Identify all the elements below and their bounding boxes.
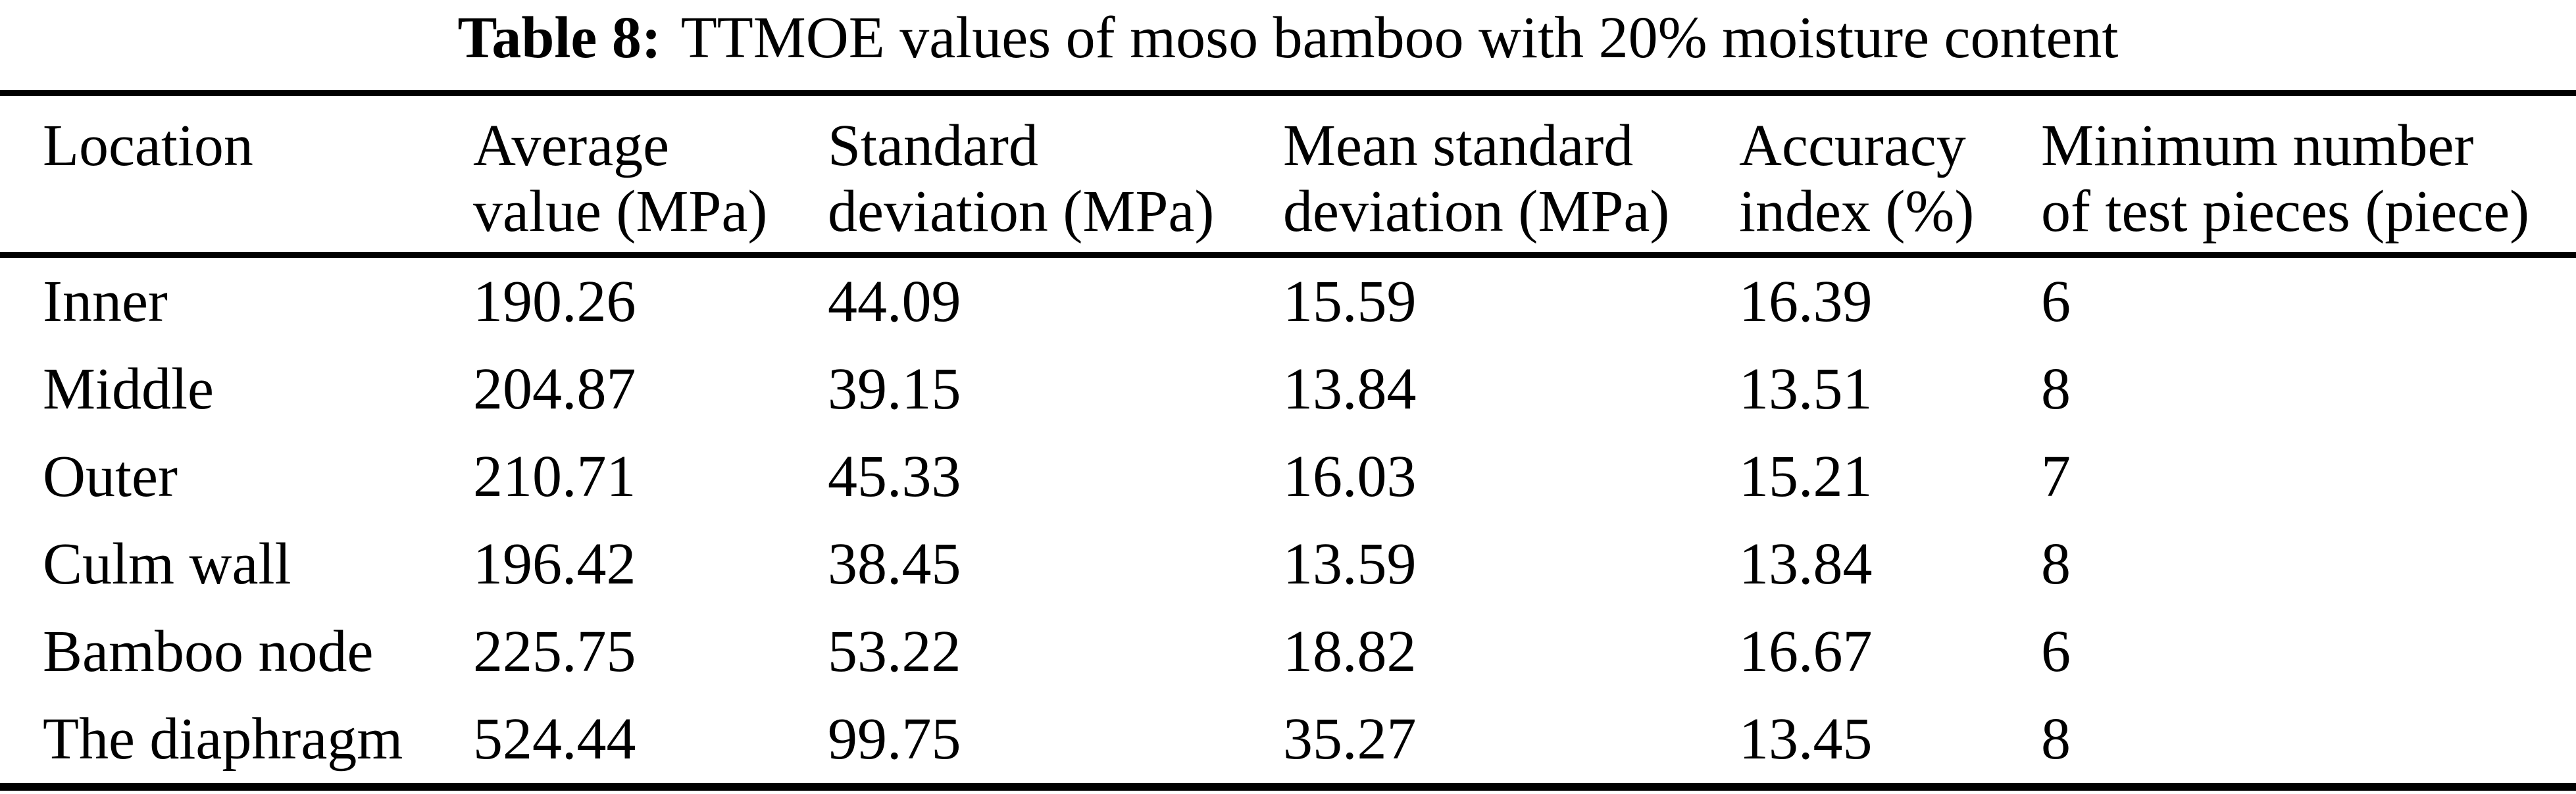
cell-location: Culm wall bbox=[43, 532, 291, 597]
table-row: Outer 210.71 45.33 16.03 15.21 7 bbox=[0, 433, 2576, 520]
header-cell-location: Location bbox=[0, 113, 473, 179]
header-cell-mean-standard-deviation: Mean standard deviation (MPa) bbox=[1283, 113, 1739, 245]
cell-standard-deviation: 99.75 bbox=[828, 707, 961, 772]
table-body: Inner 190.26 44.09 15.59 16.39 6 Middle … bbox=[0, 258, 2576, 783]
header-line: deviation (MPa) bbox=[1283, 179, 1670, 244]
table-caption: Table 8: TTMOE values of moso bamboo with… bbox=[0, 4, 2576, 72]
cell-standard-deviation: 53.22 bbox=[828, 619, 961, 684]
cell-accuracy-index: 15.21 bbox=[1739, 444, 1873, 509]
cell-minimum-test-pieces: 8 bbox=[2041, 707, 2071, 772]
table-row: Inner 190.26 44.09 15.59 16.39 6 bbox=[0, 258, 2576, 345]
cell-accuracy-index: 13.84 bbox=[1739, 532, 1873, 597]
cell-accuracy-index: 13.45 bbox=[1739, 707, 1873, 772]
cell-accuracy-index: 13.51 bbox=[1739, 357, 1873, 422]
header-line: Minimum number bbox=[2041, 113, 2474, 178]
cell-location: Inner bbox=[43, 269, 168, 334]
table-row: Bamboo node 225.75 53.22 18.82 16.67 6 bbox=[0, 608, 2576, 695]
cell-average-value: 225.75 bbox=[473, 619, 636, 684]
cell-mean-standard-deviation: 15.59 bbox=[1283, 269, 1417, 334]
cell-minimum-test-pieces: 7 bbox=[2041, 444, 2071, 509]
data-table: Location Average value (MPa) Standard de… bbox=[0, 90, 2576, 791]
table-row: The diaphragm 524.44 99.75 35.27 13.45 8 bbox=[0, 695, 2576, 783]
cell-standard-deviation: 44.09 bbox=[828, 269, 961, 334]
header-line: Average bbox=[473, 113, 670, 178]
cell-mean-standard-deviation: 13.84 bbox=[1283, 357, 1417, 422]
cell-minimum-test-pieces: 8 bbox=[2041, 532, 2071, 597]
cell-minimum-test-pieces: 6 bbox=[2041, 269, 2071, 334]
cell-average-value: 524.44 bbox=[473, 707, 636, 772]
cell-mean-standard-deviation: 35.27 bbox=[1283, 707, 1417, 772]
header-line: index (%) bbox=[1739, 179, 1975, 244]
header-cell-standard-deviation: Standard deviation (MPa) bbox=[828, 113, 1283, 245]
cell-minimum-test-pieces: 6 bbox=[2041, 619, 2071, 684]
cell-accuracy-index: 16.39 bbox=[1739, 269, 1873, 334]
cell-location: Outer bbox=[43, 444, 178, 509]
table-header-row: Location Average value (MPa) Standard de… bbox=[0, 96, 2576, 258]
cell-location: The diaphragm bbox=[43, 707, 403, 772]
table-row: Middle 204.87 39.15 13.84 13.51 8 bbox=[0, 345, 2576, 433]
table-caption-label: Table 8: bbox=[457, 5, 661, 70]
header-line: Location bbox=[43, 113, 253, 178]
cell-mean-standard-deviation: 18.82 bbox=[1283, 619, 1417, 684]
cell-location: Bamboo node bbox=[43, 619, 374, 684]
cell-standard-deviation: 45.33 bbox=[828, 444, 961, 509]
cell-average-value: 190.26 bbox=[473, 269, 636, 334]
cell-average-value: 204.87 bbox=[473, 357, 636, 422]
cell-standard-deviation: 39.15 bbox=[828, 357, 961, 422]
header-cell-average-value: Average value (MPa) bbox=[473, 113, 828, 245]
cell-accuracy-index: 16.67 bbox=[1739, 619, 1873, 684]
header-cell-accuracy-index: Accuracy index (%) bbox=[1739, 113, 2041, 245]
header-line: deviation (MPa) bbox=[828, 179, 1215, 244]
cell-average-value: 196.42 bbox=[473, 532, 636, 597]
cell-location: Middle bbox=[43, 357, 214, 422]
header-line: Accuracy bbox=[1739, 113, 1966, 178]
cell-minimum-test-pieces: 8 bbox=[2041, 357, 2071, 422]
header-line: of test pieces (piece) bbox=[2041, 179, 2530, 244]
cell-standard-deviation: 38.45 bbox=[828, 532, 961, 597]
table-caption-text: TTMOE values of moso bamboo with 20% moi… bbox=[680, 5, 2119, 70]
cell-mean-standard-deviation: 13.59 bbox=[1283, 532, 1417, 597]
cell-average-value: 210.71 bbox=[473, 444, 636, 509]
header-cell-minimum-test-pieces: Minimum number of test pieces (piece) bbox=[2041, 113, 2576, 245]
header-line: Standard bbox=[828, 113, 1038, 178]
header-line: value (MPa) bbox=[473, 179, 768, 244]
header-line: Mean standard bbox=[1283, 113, 1634, 178]
table-row: Culm wall 196.42 38.45 13.59 13.84 8 bbox=[0, 520, 2576, 608]
cell-mean-standard-deviation: 16.03 bbox=[1283, 444, 1417, 509]
